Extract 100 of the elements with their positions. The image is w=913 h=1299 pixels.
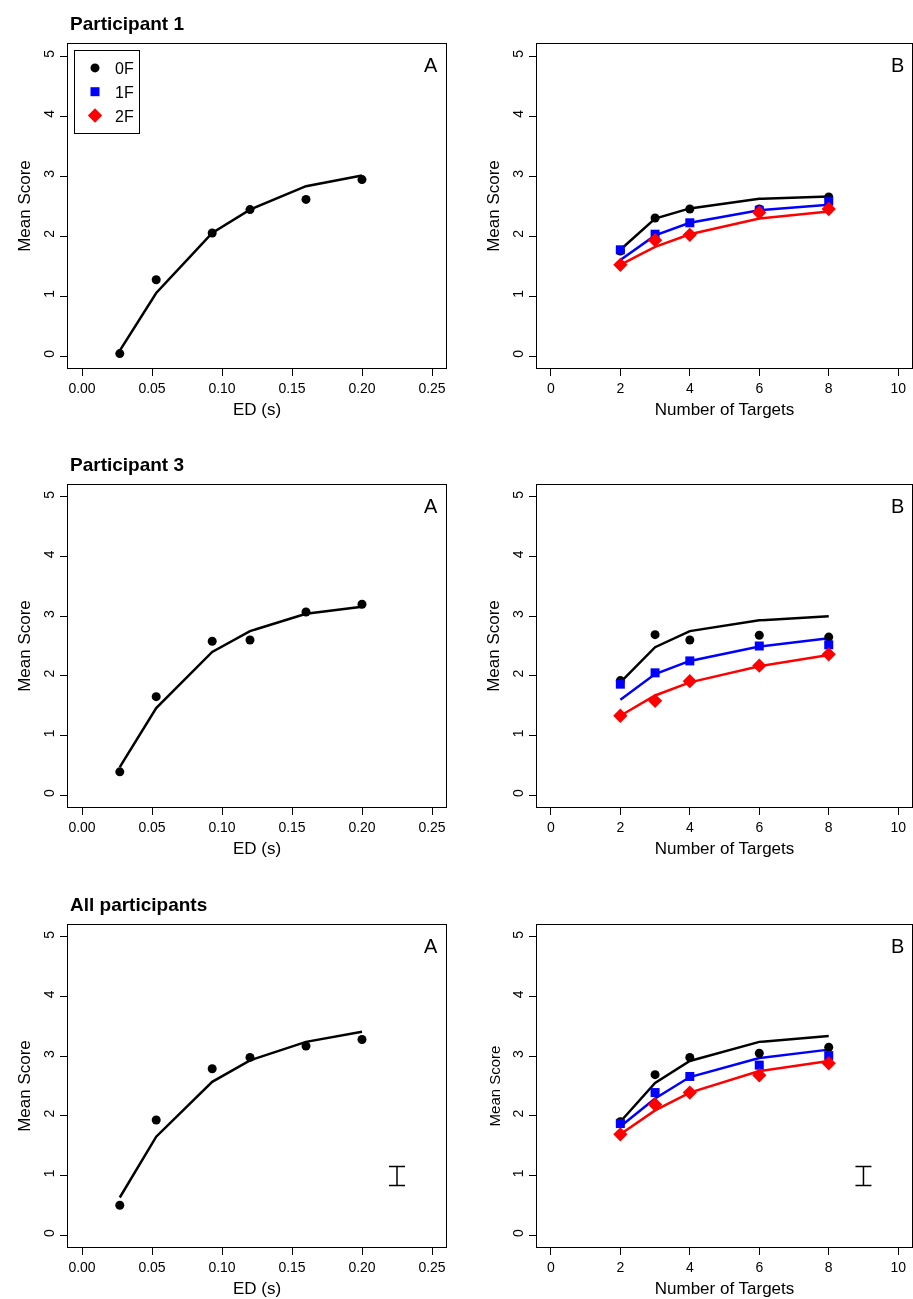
y-tick-label: 5 xyxy=(41,930,58,939)
point xyxy=(301,194,311,204)
y-tick-label: 5 xyxy=(41,49,58,58)
x-tick-label: 0.00 xyxy=(68,818,96,835)
x-tick-label: 0.25 xyxy=(418,379,446,396)
annotation: B xyxy=(891,935,905,957)
x-axis-title: Number of Targets xyxy=(654,1279,795,1299)
x-tick-label: 0 xyxy=(546,379,555,396)
annotation: A xyxy=(424,495,438,517)
x-axis-title: ED (s) xyxy=(232,400,282,420)
y-tick-label: 0 xyxy=(510,349,527,358)
y-tick-label: 4 xyxy=(41,550,58,559)
x-tick-label: 0 xyxy=(546,1258,555,1275)
y-tick-label: 0 xyxy=(41,1228,58,1237)
x-tick-label: 10 xyxy=(890,818,907,835)
y-axis-title: Mean Score xyxy=(14,600,34,692)
point xyxy=(650,668,660,678)
x-axis-title: Number of Targets xyxy=(654,400,795,420)
y-tick-label: 2 xyxy=(41,669,58,678)
point xyxy=(824,1042,834,1052)
y-tick-label: 5 xyxy=(510,49,527,58)
point xyxy=(824,640,834,650)
chart-title: Participant 3 xyxy=(70,454,185,475)
y-tick-label: 5 xyxy=(510,490,527,499)
point xyxy=(754,630,764,640)
x-tick-label: 0.05 xyxy=(138,379,166,396)
point xyxy=(613,1127,628,1142)
x-tick-label: 0.15 xyxy=(278,1258,306,1275)
y-tick-label: 2 xyxy=(510,669,527,678)
x-tick-label: 4 xyxy=(685,379,694,396)
annotation: B xyxy=(891,495,905,517)
point xyxy=(650,213,660,223)
point xyxy=(357,1034,367,1044)
point xyxy=(685,218,695,228)
point xyxy=(650,1070,660,1080)
x-tick-label: 2 xyxy=(616,379,625,396)
line-series xyxy=(118,1030,364,1199)
x-axis-title: Number of Targets xyxy=(654,839,795,859)
x-tick-label: 0.15 xyxy=(278,379,306,396)
point xyxy=(647,233,663,248)
x-tick-label: 0.20 xyxy=(348,818,376,835)
y-tick-label: 3 xyxy=(510,609,527,618)
x-tick-label: 8 xyxy=(824,1258,833,1275)
y-tick-label: 1 xyxy=(510,289,527,298)
y-axis-title: Mean Score xyxy=(483,600,503,692)
x-tick-label: 0.00 xyxy=(68,1258,96,1275)
y-tick-label: 2 xyxy=(510,229,527,238)
point xyxy=(685,204,695,214)
y-tick-label: 4 xyxy=(510,990,527,999)
x-tick-label: 10 xyxy=(890,1258,907,1275)
x-tick-label: 0.05 xyxy=(138,1258,166,1275)
x-tick-label: 0.20 xyxy=(348,1258,376,1275)
x-tick-label: 6 xyxy=(755,1258,764,1275)
point xyxy=(151,692,161,702)
point xyxy=(613,257,628,272)
y-tick-label: 2 xyxy=(41,1109,58,1118)
point xyxy=(151,275,161,285)
x-tick-label: 8 xyxy=(824,818,833,835)
y-tick-label: 3 xyxy=(510,1049,527,1058)
y-axis-title: Mean Score xyxy=(483,160,503,252)
y-tick-label: 1 xyxy=(41,1169,58,1178)
y-tick-label: 3 xyxy=(510,169,527,178)
point xyxy=(682,227,697,242)
point xyxy=(647,1097,663,1112)
y-tick-label: 5 xyxy=(510,930,527,939)
chart-title: All participants xyxy=(70,894,208,915)
point xyxy=(650,630,660,640)
point xyxy=(821,1056,836,1071)
x-tick-label: 0.20 xyxy=(348,379,376,396)
point xyxy=(245,635,255,645)
y-tick-label: 1 xyxy=(510,729,527,738)
x-tick-label: 0.25 xyxy=(418,1258,446,1275)
x-tick-label: 4 xyxy=(685,818,694,835)
y-axis-title: Mean Score xyxy=(485,1045,503,1127)
point xyxy=(752,658,767,673)
point xyxy=(752,1068,767,1083)
x-tick-label: 0.15 xyxy=(278,818,306,835)
point xyxy=(754,1048,764,1058)
point xyxy=(647,693,663,709)
chart-title: Participant 1 xyxy=(70,13,185,34)
annotation: A xyxy=(424,935,438,957)
y-tick-label: 1 xyxy=(510,1169,527,1178)
y-tick-label: 4 xyxy=(41,109,58,118)
point xyxy=(685,656,695,666)
x-tick-label: 0 xyxy=(546,818,555,835)
point xyxy=(682,674,697,689)
y-tick-label: 0 xyxy=(510,1228,527,1237)
y-tick-label: 3 xyxy=(41,169,58,178)
y-tick-label: 4 xyxy=(510,109,527,118)
y-tick-label: 1 xyxy=(41,289,58,298)
x-tick-label: 0.25 xyxy=(418,818,446,835)
x-axis-title: ED (s) xyxy=(232,839,282,859)
x-tick-label: 2 xyxy=(616,818,625,835)
x-tick-label: 8 xyxy=(824,379,833,396)
y-tick-label: 4 xyxy=(41,990,58,999)
legend-label: 0F xyxy=(115,60,134,78)
x-tick-label: 0.10 xyxy=(208,818,236,835)
point xyxy=(685,635,695,645)
annotation: B xyxy=(891,54,905,76)
point xyxy=(685,1052,695,1062)
